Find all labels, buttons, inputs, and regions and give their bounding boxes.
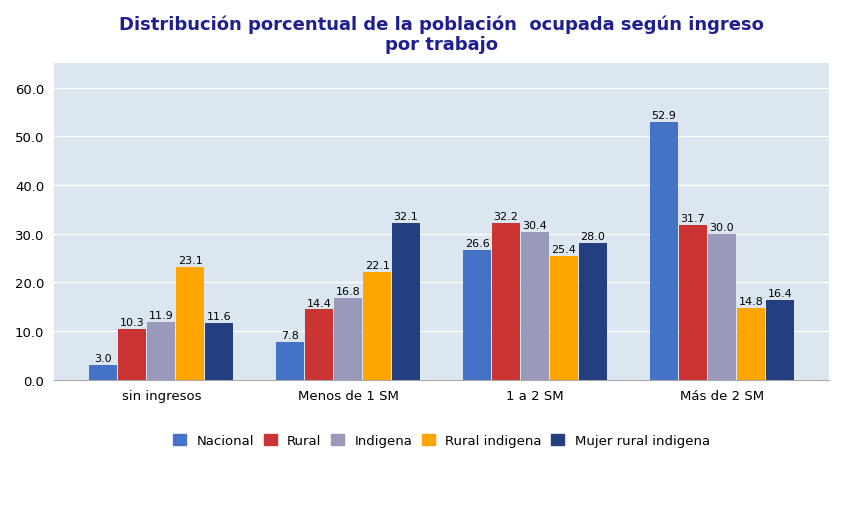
Bar [463,250,491,380]
Text: 14.4: 14.4 [306,298,332,308]
Text: 11.6: 11.6 [207,312,231,322]
Bar [708,234,736,380]
Bar [766,300,793,380]
Text: 30.4: 30.4 [522,220,548,230]
Text: 32.2: 32.2 [494,211,518,221]
Text: 10.3: 10.3 [120,318,144,328]
Bar [276,342,304,380]
Bar [306,310,333,380]
Text: 7.8: 7.8 [281,330,299,340]
Text: 25.4: 25.4 [551,244,576,254]
Text: 23.1: 23.1 [178,256,203,266]
Text: 31.7: 31.7 [680,214,706,224]
Text: 14.8: 14.8 [738,296,763,306]
Text: 32.1: 32.1 [393,212,419,222]
Bar [363,272,391,380]
Text: 3.0: 3.0 [95,353,112,363]
Bar [550,257,578,380]
Bar [392,224,420,380]
Bar [737,308,765,380]
Bar [89,365,117,380]
Text: 22.1: 22.1 [365,261,390,270]
Bar [679,226,707,380]
Title: Distribución porcentual de la población  ocupada según ingreso
por trabajo: Distribución porcentual de la población … [119,15,764,54]
Text: 52.9: 52.9 [652,111,676,121]
Text: 30.0: 30.0 [710,222,734,232]
Bar [334,298,362,380]
Bar [176,268,204,380]
Bar [492,223,520,380]
Bar [650,123,678,380]
Text: 16.8: 16.8 [336,286,360,296]
Legend: Nacional, Rural, Indigena, Rural indigena, Mujer rural indigena: Nacional, Rural, Indigena, Rural indigen… [166,428,717,454]
Text: 28.0: 28.0 [581,232,605,242]
Bar [521,232,549,380]
Bar [147,322,176,380]
Text: 26.6: 26.6 [465,239,490,248]
Text: 16.4: 16.4 [767,288,793,298]
Text: 11.9: 11.9 [149,310,174,320]
Bar [205,323,233,380]
Bar [579,244,607,380]
Bar [118,330,146,380]
